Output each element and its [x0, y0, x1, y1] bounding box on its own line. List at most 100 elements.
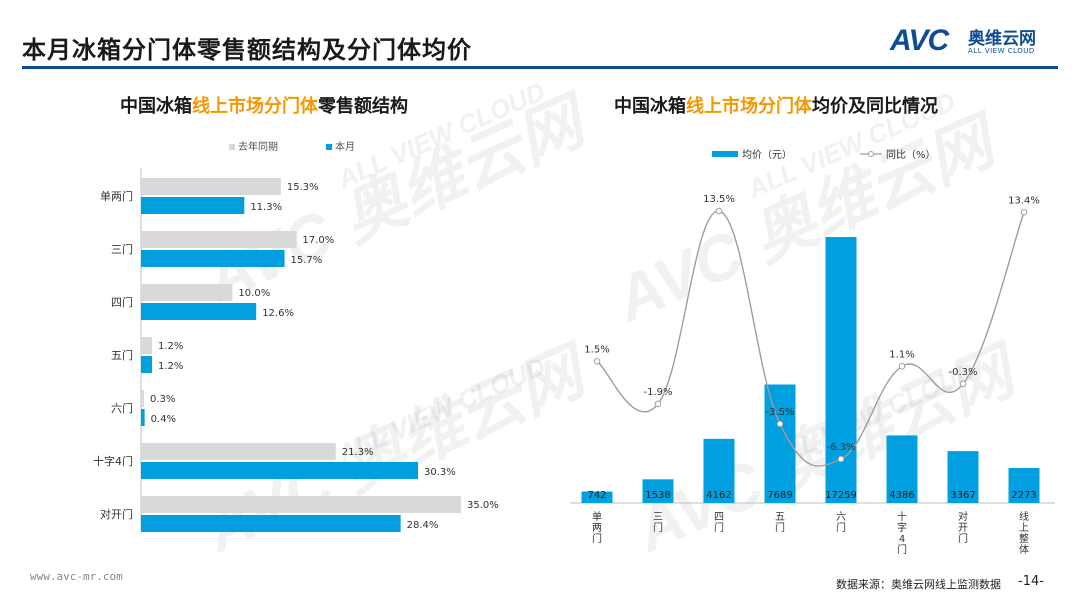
category-label-char: 对: [958, 510, 968, 523]
legend-swatch-avg-price: [712, 151, 738, 157]
legend-label-this-month: 本月: [335, 140, 355, 153]
bar-this-month: [141, 197, 245, 214]
legend-swatch-this-month: [326, 144, 332, 150]
category-label: 单两门: [100, 189, 133, 203]
data-label-this-month: 28.4%: [407, 520, 439, 531]
data-label-avg-price: 4162: [706, 490, 731, 501]
yoy-point: [593, 358, 601, 365]
category-label-char: 体: [1019, 544, 1029, 556]
logo-cn-text: 奥维云网: [968, 29, 1036, 49]
right-chart-title: 中国冰箱线上市场分门体均价及同比情况: [614, 96, 938, 117]
data-label-yoy: -0.3%: [948, 367, 977, 378]
data-label-avg-price: 1538: [645, 490, 670, 501]
footer-url: www.avc-mr.com: [30, 570, 123, 583]
column-avg-price: [642, 479, 674, 503]
data-label-yoy: 1.1%: [889, 349, 914, 360]
data-label-avg-price: 4386: [889, 490, 914, 501]
bar-this-month: [141, 462, 419, 479]
category-label-char: 字: [897, 521, 907, 534]
bar-this-month: [141, 250, 285, 267]
data-source-note: 数据来源：奥维云网线上监测数据: [836, 578, 1001, 591]
data-label-this-month: 30.3%: [424, 467, 456, 478]
page-title: 本月冰箱分门体零售额结构及分门体均价: [22, 36, 472, 64]
data-label-this-month: 12.6%: [262, 308, 294, 319]
category-label-char: 开: [958, 523, 968, 534]
bar-last-year: [141, 337, 152, 354]
yoy-point: [898, 363, 906, 370]
header-rule: [22, 66, 1058, 69]
bar-this-month: [141, 303, 257, 320]
legend-label-avg-price: 均价（元）: [742, 149, 792, 161]
data-label-yoy: -6.3%: [826, 442, 855, 453]
column-avg-price: [1008, 467, 1040, 503]
bar-last-year: [141, 443, 336, 460]
category-label: 四门: [111, 295, 133, 309]
column-avg-price: [581, 491, 613, 503]
bar-this-month: [141, 409, 145, 426]
bar-last-year: [141, 496, 461, 513]
yoy-point: [776, 420, 784, 428]
category-label: 三门: [111, 242, 133, 256]
data-label-last-year: 0.3%: [150, 394, 175, 405]
legend-marker-yoy: [868, 151, 874, 157]
category-label-char: 门: [775, 521, 785, 534]
yoy-point: [654, 400, 662, 408]
category-label-char: 线: [1019, 510, 1029, 523]
data-label-yoy: 1.5%: [584, 344, 609, 355]
category-label-char: 三: [653, 512, 663, 523]
legend-swatch-last-year: [229, 144, 235, 150]
logo-en-text: ALL VIEW CLOUD: [968, 47, 1035, 55]
data-label-avg-price: 7689: [767, 490, 792, 501]
page-number: -14-: [1018, 574, 1044, 589]
data-label-yoy: 13.4%: [1008, 195, 1040, 206]
category-label-char: 十: [897, 510, 907, 523]
yoy-point: [837, 455, 845, 463]
legend-label-yoy: 同比（%）: [886, 149, 936, 161]
yoy-point: [959, 380, 967, 388]
data-label-avg-price: 2273: [1011, 490, 1036, 501]
data-label-this-month: 1.2%: [158, 361, 183, 372]
data-label-this-month: 15.7%: [291, 255, 323, 266]
data-label-last-year: 1.2%: [158, 341, 183, 352]
category-label: 六门: [111, 401, 133, 415]
category-label-char: 四: [714, 512, 724, 523]
bar-last-year: [141, 178, 281, 195]
category-label: 对开门: [100, 507, 133, 521]
data-label-yoy: -1.9%: [643, 387, 672, 398]
column-avg-price: [947, 451, 979, 503]
bar-last-year: [141, 390, 144, 407]
data-label-avg-price: 17259: [825, 490, 857, 501]
logo-mark: AVC: [890, 24, 949, 57]
data-label-last-year: 10.0%: [238, 288, 270, 299]
legend-label-last-year: 去年同期: [238, 140, 278, 153]
data-label-last-year: 17.0%: [302, 235, 334, 246]
category-label: 五门: [111, 348, 133, 362]
data-label-this-month: 11.3%: [250, 202, 282, 213]
category-label-char: 五: [775, 512, 785, 523]
category-label-char: 门: [958, 532, 968, 545]
category-label-char: 六: [836, 511, 846, 523]
data-label-last-year: 15.3%: [287, 182, 319, 193]
column-avg-price: [703, 438, 735, 503]
data-label-this-month: 0.4%: [151, 414, 176, 425]
data-label-avg-price: 742: [587, 490, 606, 501]
data-label-last-year: 35.0%: [467, 500, 499, 511]
data-label-yoy: -3.5%: [765, 407, 794, 418]
category-label-char: 4: [899, 534, 905, 545]
category-label-char: 上: [1019, 522, 1029, 534]
left-chart-title: 中国冰箱线上市场分门体零售额结构: [120, 96, 408, 117]
data-label-avg-price: 3367: [950, 490, 975, 501]
category-label-char: 两: [592, 523, 602, 534]
data-label-last-year: 21.3%: [342, 447, 374, 458]
category-label-char: 门: [714, 521, 724, 534]
avc-logo: AVC 奥维云网 ALL VIEW CLOUD: [890, 22, 1060, 62]
yoy-point: [1020, 208, 1028, 216]
data-label-yoy: 13.5%: [703, 194, 735, 205]
category-label: 十字4门: [93, 454, 133, 468]
bar-last-year: [141, 284, 233, 301]
bar-this-month: [141, 356, 152, 373]
bar-this-month: [141, 515, 401, 532]
category-label-char: 门: [653, 521, 663, 534]
column-avg-price: [886, 435, 918, 503]
